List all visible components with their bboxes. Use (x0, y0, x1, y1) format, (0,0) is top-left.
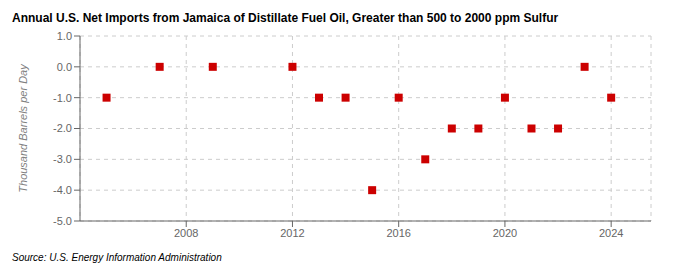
html-text:Source: U.S. Energy Informatio: Source: U.S. Energy Information Administ… (12, 252, 222, 263)
svg-text:2016: 2016 (386, 227, 410, 239)
svg-text:2020: 2020 (493, 227, 517, 239)
html-text:Annual U.S. Net Imports from J: Annual U.S. Net Imports from Jamaica of … (12, 11, 559, 25)
svg-text:2024: 2024 (599, 227, 623, 239)
svg-text:-5.0: -5.0 (53, 215, 72, 227)
svg-text:1.0: 1.0 (57, 30, 72, 42)
svg-text:0.0: 0.0 (57, 61, 72, 73)
svg-text:-2.0: -2.0 (53, 122, 72, 134)
svg-text:-1.0: -1.0 (53, 92, 72, 104)
svg-text:2012: 2012 (280, 227, 304, 239)
svg-text:Thousand Barrels per Day: Thousand Barrels per Day (17, 63, 29, 193)
svg-text:2008: 2008 (174, 227, 198, 239)
svg-text:-3.0: -3.0 (53, 153, 72, 165)
svg-text:-4.0: -4.0 (53, 184, 72, 196)
